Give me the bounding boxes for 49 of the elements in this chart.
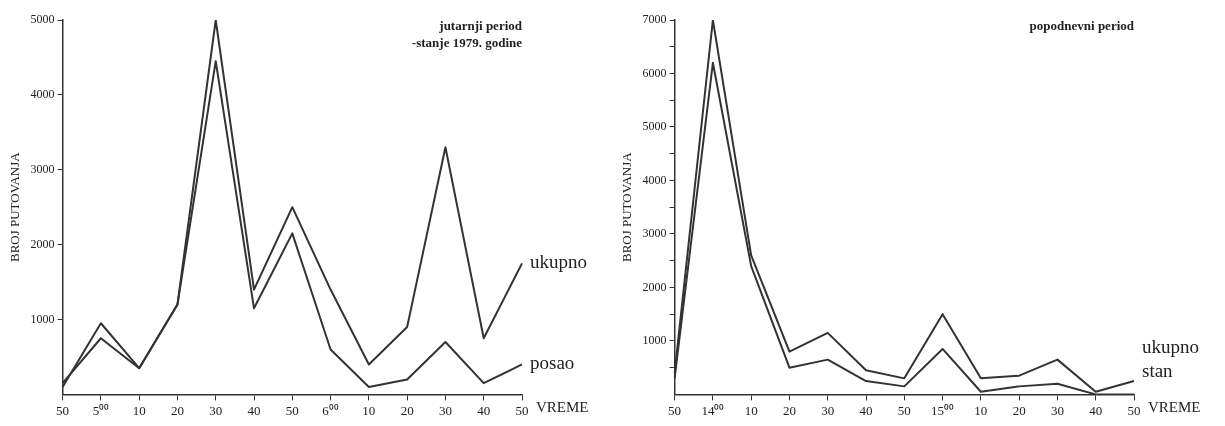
y-tick-label: 4000 [30, 87, 55, 102]
x-tick-label: 20 [1012, 402, 1026, 418]
chart-title: popodnevni period [1029, 17, 1135, 33]
text: -stanje 1979. godine [411, 34, 523, 50]
y-tick-label: 3000 [30, 161, 55, 176]
x-tick-label: 10 [132, 402, 146, 418]
y-tick-label: 5000 [642, 119, 667, 134]
x-tick-label: 15⁰⁰ [931, 402, 955, 418]
x-tick-label: 50 [1127, 402, 1141, 418]
x-tick-label: 20 [400, 402, 414, 418]
x-tick-label: 20 [782, 402, 796, 418]
x-tick-label: 50 [515, 402, 529, 418]
y-tick-label: 3000 [642, 226, 667, 241]
x-tick-label: 50 [56, 402, 70, 418]
y-tick-label: 4000 [642, 172, 667, 187]
x-tick-label: 6⁰⁰ [322, 402, 339, 418]
y-axis-title: BROJ PUTOVANJA [7, 151, 23, 263]
series-label: stan [1142, 360, 1174, 382]
y-axis-title: BROJ PUTOVANJA [619, 151, 635, 263]
x-tick-label: 30 [209, 402, 223, 418]
y-tick-label: 2000 [30, 236, 55, 251]
x-tick-label: 10 [744, 402, 758, 418]
x-tick-label: 10 [974, 402, 988, 418]
series-label: ukupno [1142, 336, 1199, 358]
x-tick-label: 50 [897, 402, 911, 418]
series-label: posao [530, 352, 575, 374]
x-tick-label: 40 [1089, 402, 1103, 418]
x-tick-label: 50 [285, 402, 299, 418]
x-tick-label: 50 [668, 402, 682, 418]
x-tick-label: 10 [362, 402, 376, 418]
y-tick-label: 7000 [642, 12, 667, 27]
chart-title: jutarnji period [438, 17, 523, 33]
x-tick-label: 40 [859, 402, 873, 418]
y-tick-label: 1000 [642, 333, 667, 348]
x-tick-label: 14⁰⁰ [701, 402, 725, 418]
x-tick-label: 30 [821, 402, 835, 418]
series-label: ukupno [530, 251, 587, 273]
x-tick-label: 30 [1050, 402, 1064, 418]
x-tick-label: 5⁰⁰ [92, 402, 110, 418]
x-tick-label: 30 [438, 402, 452, 418]
x-tick-label: 20 [170, 402, 184, 418]
y-tick-label: 1000 [30, 311, 55, 326]
x-tick-label: 40 [247, 402, 261, 418]
y-tick-label: 2000 [642, 279, 667, 294]
x-axis-title: VREME [536, 399, 589, 416]
x-tick-label: 40 [477, 402, 491, 418]
y-tick-label: 5000 [30, 12, 55, 27]
y-tick-label: 6000 [642, 65, 667, 80]
x-axis-title: VREME [1148, 399, 1201, 416]
